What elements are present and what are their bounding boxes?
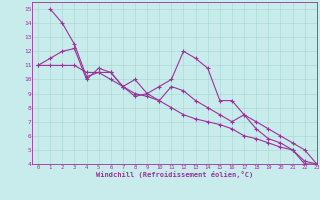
X-axis label: Windchill (Refroidissement éolien,°C): Windchill (Refroidissement éolien,°C) bbox=[96, 171, 253, 178]
